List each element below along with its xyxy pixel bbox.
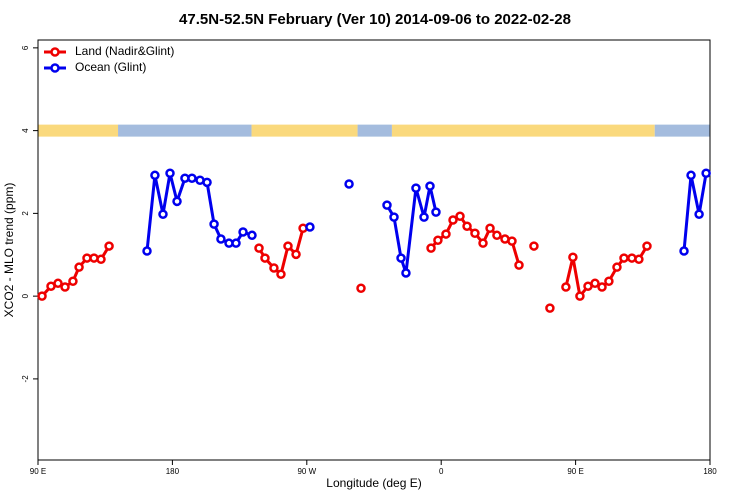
plot-frame (37, 39, 711, 461)
series-point (247, 230, 257, 241)
series-point (597, 282, 607, 292)
series-point (260, 253, 270, 263)
series-point (470, 228, 480, 238)
series-point (165, 168, 175, 178)
y-tick-label: -2 (21, 375, 30, 383)
series-point (431, 207, 441, 217)
series-point (60, 282, 70, 292)
series-point (150, 170, 160, 181)
series-point (441, 229, 451, 239)
series-point (561, 282, 571, 292)
y-tick-label: 2 (21, 211, 30, 216)
series-point (514, 260, 524, 270)
y-axis-label: XCO2 - MLO trend (ppm) (2, 183, 16, 318)
series-point (612, 262, 622, 272)
x-tick-label: 90 W (297, 467, 316, 476)
series-point (382, 200, 392, 210)
legend-marker (50, 63, 60, 73)
series-point (426, 243, 436, 253)
legend-label: Land (Nadir&Glint) (75, 44, 174, 58)
legend-marker (50, 47, 60, 57)
series-point (701, 168, 711, 178)
series-point (187, 173, 197, 183)
series-point (283, 241, 293, 251)
series-point (448, 215, 458, 225)
series-point (231, 238, 241, 248)
series-point (401, 268, 411, 278)
series-point (269, 263, 279, 273)
chart-title: 47.5N-52.5N February (Ver 10) 2014-09-06… (179, 11, 571, 28)
series-point (679, 246, 689, 256)
series-point (68, 276, 78, 286)
series-point (305, 222, 315, 232)
series-point (202, 177, 212, 188)
series-point (455, 211, 465, 222)
surface-band (391, 124, 655, 137)
series-point (634, 254, 644, 265)
series-point (96, 254, 106, 265)
series-point (254, 243, 264, 253)
series-point (492, 230, 502, 241)
legend-label: Ocean (Glint) (75, 60, 146, 74)
series-point (642, 241, 652, 251)
x-tick-label: 90 E (567, 467, 583, 476)
series-point (104, 241, 114, 251)
series-point (619, 253, 629, 263)
x-tick-label: 180 (703, 467, 717, 476)
series-point (529, 241, 539, 251)
series-point (485, 223, 495, 234)
series-point (590, 278, 600, 289)
series-point (238, 227, 248, 237)
series-point (433, 235, 443, 246)
series-point (276, 269, 286, 279)
series-point (172, 196, 182, 207)
x-axis-label: Longitude (deg E) (326, 476, 421, 490)
series-point (37, 291, 47, 301)
surface-band (118, 124, 252, 137)
series-point (478, 238, 488, 248)
y-tick-label: 0 (21, 293, 30, 298)
series-point (419, 212, 429, 222)
series-point (291, 249, 301, 260)
series-point (158, 209, 168, 219)
y-tick-label: 4 (21, 128, 30, 133)
x-tick-label: 90 E (30, 467, 46, 476)
series-point (53, 278, 63, 289)
series-point (694, 209, 704, 219)
series-point (425, 181, 435, 191)
series-point (575, 291, 585, 301)
series-point (396, 253, 406, 263)
y-tick-label: 6 (21, 45, 30, 50)
series-point (545, 303, 555, 313)
series-point (507, 236, 517, 246)
series-point (209, 219, 219, 229)
series-point (344, 179, 354, 189)
series-point (411, 183, 421, 193)
x-tick-label: 0 (439, 467, 444, 476)
series-point (142, 246, 152, 256)
series-point (389, 212, 399, 222)
series-line (682, 172, 708, 252)
series-point (356, 283, 366, 294)
surface-band (357, 124, 392, 137)
series-point (216, 234, 226, 244)
surface-band (251, 124, 358, 137)
series-point (568, 252, 578, 262)
series-point (604, 276, 614, 286)
x-tick-label: 180 (166, 467, 180, 476)
surface-band (654, 124, 710, 137)
series-point (686, 170, 696, 181)
series-point (462, 221, 472, 231)
series-line (385, 185, 438, 274)
surface-band (38, 124, 119, 137)
series-point (74, 262, 84, 272)
